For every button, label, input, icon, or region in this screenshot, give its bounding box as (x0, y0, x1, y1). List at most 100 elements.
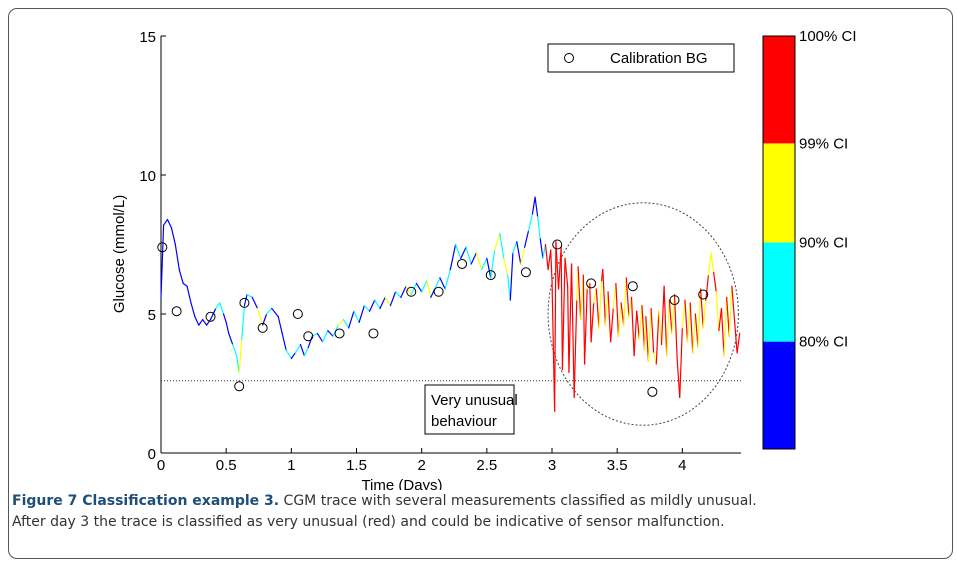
cgm-trace-segment (715, 291, 720, 332)
calibration-point (433, 286, 444, 297)
calibration-point (205, 311, 216, 322)
x-tick-label: 0 (157, 457, 165, 474)
cgm-trace-segment (570, 263, 575, 398)
cgm-trace-segment (499, 232, 505, 259)
cgm-trace-segment (454, 243, 462, 259)
cgm-trace-segment (290, 352, 296, 360)
cgm-trace-segment (573, 299, 578, 398)
cgm-trace-segment (568, 263, 573, 373)
cgm-trace-segment (681, 299, 686, 329)
cgm-trace-segment (265, 307, 273, 315)
cgm-trace-segment (713, 271, 717, 293)
colorbar-label: 80% CI (799, 334, 848, 351)
calibration-point (586, 278, 597, 289)
annotation: Very unusual behaviour (424, 384, 518, 435)
cgm-trace-segment (182, 282, 188, 287)
cgm-trace-segment (638, 305, 643, 340)
colorbar-band (763, 36, 795, 144)
cgm-trace-segment (699, 288, 704, 329)
colorbar-band (763, 143, 795, 243)
cgm-trace-segment (194, 316, 200, 326)
cgm-trace-segment (494, 232, 501, 251)
cgm-trace-segment (246, 293, 253, 298)
cgm-trace-segment (395, 291, 402, 298)
cgm-trace-segment (598, 280, 603, 329)
calibration-point (457, 258, 468, 269)
cgm-trace-segment (610, 307, 614, 343)
calibration-point (485, 270, 496, 281)
cgm-trace-segment (503, 257, 509, 276)
annotation-line2: behaviour (431, 413, 497, 430)
cgm-trace-segment (645, 316, 650, 362)
cgm-trace-segment (607, 291, 612, 343)
cgm-trace-segment (673, 293, 678, 360)
colorbar-label: 90% CI (799, 235, 848, 252)
cgm-trace-segment (342, 318, 350, 329)
cgm-trace-segment (527, 213, 534, 232)
cgm-trace-segment (625, 277, 630, 318)
cgm-trace-segment (374, 299, 381, 310)
cgm-trace-segment (561, 257, 566, 371)
cgm-trace-segment (636, 310, 640, 340)
cgm-trace-segment (410, 282, 418, 296)
cgm-trace-segment (676, 357, 681, 398)
cgm-trace-segment (238, 338, 243, 373)
cgm-trace-segment (337, 318, 345, 326)
cgm-trace-segment (285, 349, 292, 360)
x-tick-label: 1 (287, 457, 295, 474)
cgm-trace-segment (232, 343, 238, 357)
y-tick-label: 15 (139, 29, 156, 46)
cgm-trace-segment (384, 296, 391, 307)
x-tick-label: 0.5 (216, 457, 237, 474)
calibration-point (234, 381, 245, 392)
cgm-trace-segment (650, 307, 655, 354)
cgm-trace-segment (299, 343, 305, 357)
cgm-trace-segment (215, 302, 221, 310)
legend-box (547, 43, 735, 73)
cgm-trace-segment (577, 266, 582, 321)
calibration-point (257, 322, 268, 333)
cgm-trace-segment (658, 310, 663, 346)
cgm-trace-segment (190, 302, 196, 318)
cgm-trace-segment (684, 299, 689, 343)
calibration-point (698, 289, 709, 300)
y-tick-label: 10 (139, 168, 156, 185)
calibration-point (334, 328, 345, 339)
calibration-point (669, 295, 680, 306)
caption-line2: After day 3 the trace is classified as v… (12, 514, 725, 530)
cgm-trace-segment (251, 296, 259, 310)
cgm-trace-segment (630, 296, 635, 357)
cgm-trace-segment (322, 330, 329, 343)
annotation-box (424, 384, 515, 435)
cgm-trace-segment (170, 227, 176, 246)
cgm-trace-segment (444, 268, 451, 290)
cgm-trace-segment (222, 313, 227, 323)
cgm-trace-segment (235, 355, 240, 373)
cgm-trace-segment (697, 288, 702, 348)
glucose-chart: 0 0.5 1 1.5 2 2.5 3 3.5 4 0 5 10 15 Calibration BG V… (111, 28, 857, 490)
cgm-trace-segment (710, 252, 715, 273)
colorbar-outline (762, 35, 796, 450)
plot-axes: 0 0.5 1 1.5 2 2.5 3 3.5 4 0 5 10 15 (139, 29, 741, 474)
cgm-trace-segment (542, 243, 547, 259)
cgm-trace-segment (604, 291, 609, 326)
cgm-trace-segment (470, 252, 478, 265)
cgm-trace-segment (726, 296, 730, 337)
cgm-trace-segment (316, 332, 324, 343)
cgm-trace-segment (368, 299, 376, 312)
cgm-trace-segment (465, 246, 472, 265)
cgm-trace-segment (655, 310, 660, 365)
calibration-point (171, 306, 182, 317)
cgm-trace-segment (198, 318, 204, 326)
colorbar-band (763, 341, 795, 449)
cgm-trace-segment (163, 218, 169, 226)
cgm-trace-segment (544, 243, 549, 271)
cgm-trace-segment (219, 302, 225, 315)
cgm-trace-segment (718, 307, 723, 332)
cgm-trace-segment (405, 285, 412, 296)
cgm-trace-segment (551, 280, 556, 412)
cgm-trace-segment (178, 268, 184, 285)
cgm-trace-segment (363, 305, 371, 312)
x-tick-label: 3.5 (607, 457, 628, 474)
cgm-trace-segment (590, 302, 595, 343)
